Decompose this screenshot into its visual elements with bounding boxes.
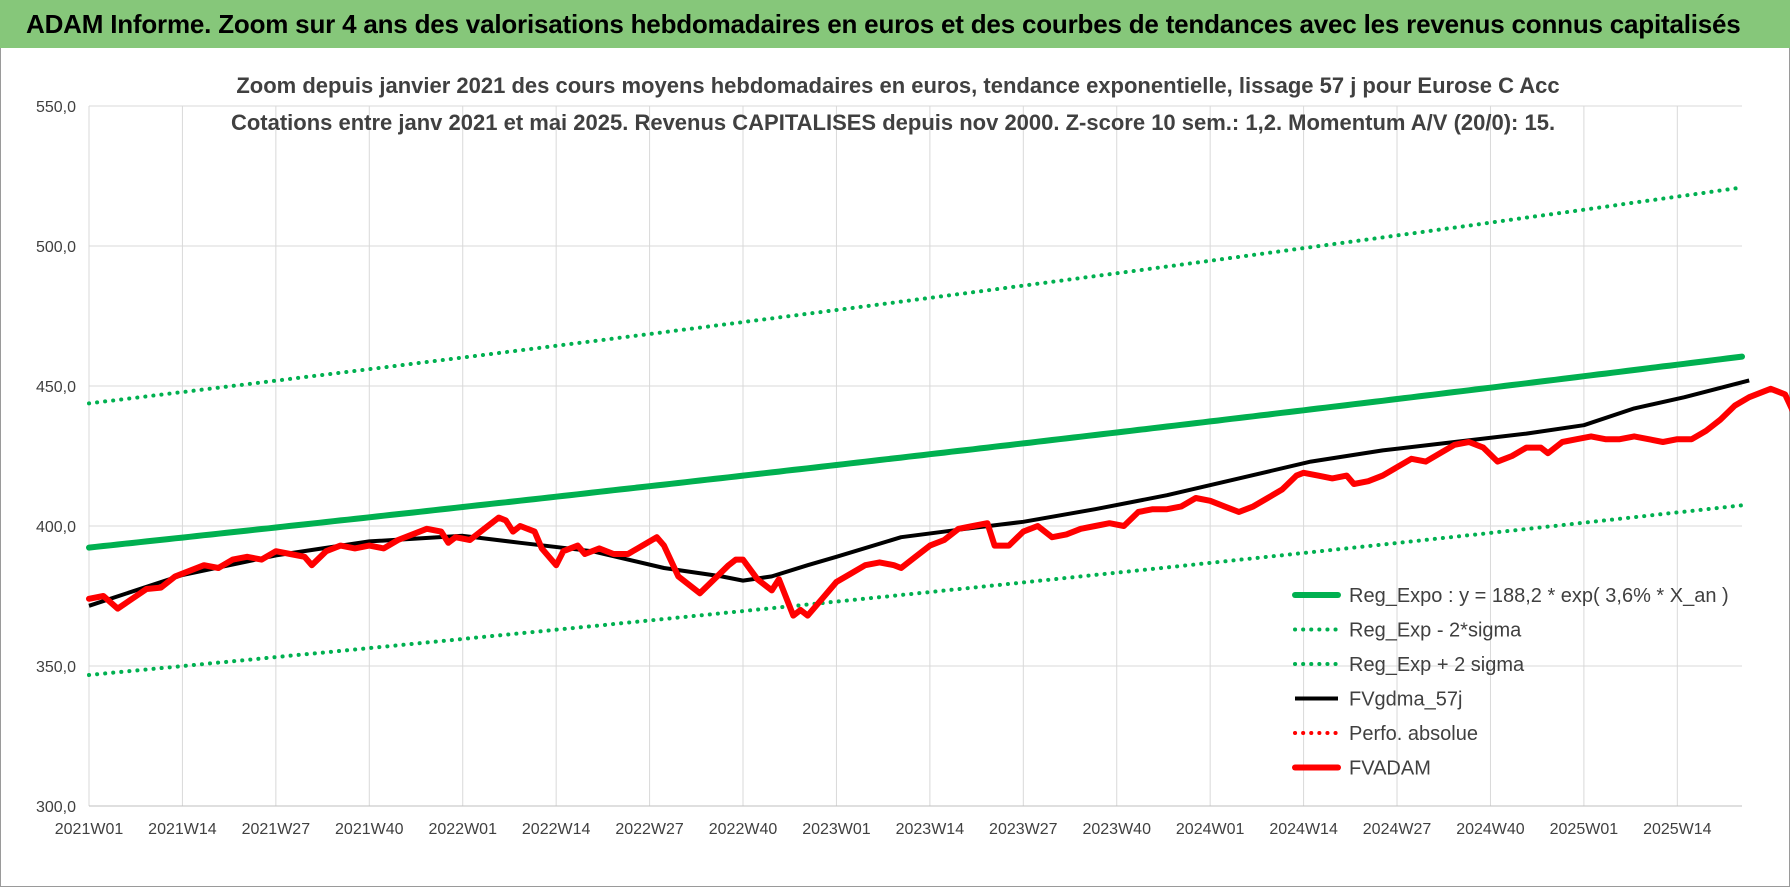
x-tick-label: 2022W40: [709, 821, 778, 838]
legend-perfo-absolue: Perfo. absolue: [1293, 723, 1478, 745]
legend-reg-expo: Reg_Expo : y = 188,2 * exp( 3,6% * X_an …: [1292, 585, 1729, 607]
legend-label: FVgdma_57j: [1349, 689, 1462, 711]
legend-fvadam: FVADAM: [1292, 758, 1431, 780]
x-tick-label: 2023W40: [1082, 821, 1151, 838]
y-tick-label: 550,0: [36, 99, 76, 116]
legend-reg-exp-minus: Reg_Exp - 2*sigma: [1293, 620, 1522, 642]
fvgdma-57j-line: [88, 378, 1750, 608]
gridlines: [88, 105, 1742, 807]
header-banner: ADAM Informe. Zoom sur 4 ans des valoris…: [0, 0, 1790, 48]
legend-label: FVADAM: [1349, 758, 1431, 780]
x-tick-label: 2024W01: [1176, 821, 1245, 838]
chart-title-line2: Cotations entre janv 2021 et mai 2025. R…: [231, 110, 1555, 135]
legend-label: Perfo. absolue: [1349, 723, 1478, 745]
x-tick-label: 2022W27: [615, 821, 684, 838]
reg-exp-plus-2sigma-line: [87, 185, 1744, 406]
x-tick-label: 2021W40: [335, 821, 404, 838]
reg-exp-minus-2sigma-line: [87, 503, 1744, 677]
x-tick-label: 2023W14: [896, 821, 965, 838]
x-tick-label: 2022W14: [522, 821, 591, 838]
legend-label: Reg_Exp + 2 sigma: [1349, 654, 1525, 676]
x-tick-label: 2023W01: [802, 821, 871, 838]
x-tick-label: 2025W14: [1643, 821, 1712, 838]
x-tick-label: 2024W14: [1269, 821, 1338, 838]
report-title: ADAM Informe. Zoom sur 4 ans des valoris…: [26, 8, 1741, 39]
fvadam-line: [86, 385, 1790, 619]
x-axis-ticks: 2021W01 2021W14 2021W27 2021W40 2022W01 2022W…: [55, 821, 1712, 838]
legend-fvgdma: FVgdma_57j: [1295, 689, 1462, 711]
legend-label: Reg_Expo : y = 188,2 * exp( 3,6% * X_an …: [1349, 585, 1729, 607]
y-tick-label: 500,0: [36, 239, 76, 256]
y-tick-label: 300,0: [36, 799, 76, 816]
x-tick-label: 2024W27: [1363, 821, 1432, 838]
y-tick-label: 450,0: [36, 379, 76, 396]
y-tick-label: 400,0: [36, 519, 76, 536]
x-tick-label: 2021W01: [55, 821, 124, 838]
legend-label: Reg_Exp - 2*sigma: [1349, 620, 1522, 642]
x-tick-label: 2025W01: [1550, 821, 1619, 838]
x-tick-label: 2023W27: [989, 821, 1058, 838]
x-tick-label: 2024W40: [1456, 821, 1525, 838]
y-axis-ticks: 300,0 350,0 400,0 450,0 500,0 550,0: [36, 99, 76, 816]
reg-expo-line: [86, 353, 1745, 551]
x-tick-label: 2021W14: [148, 821, 217, 838]
legend-reg-exp-plus: Reg_Exp + 2 sigma: [1293, 654, 1525, 676]
chart-title-line1: Zoom depuis janvier 2021 des cours moyen…: [236, 73, 1559, 98]
x-tick-label: 2021W27: [242, 821, 311, 838]
y-tick-label: 350,0: [36, 659, 76, 676]
series-lines: [86, 185, 1790, 677]
legend: Reg_Expo : y = 188,2 * exp( 3,6% * X_an …: [1292, 585, 1729, 780]
x-tick-label: 2022W01: [428, 821, 497, 838]
